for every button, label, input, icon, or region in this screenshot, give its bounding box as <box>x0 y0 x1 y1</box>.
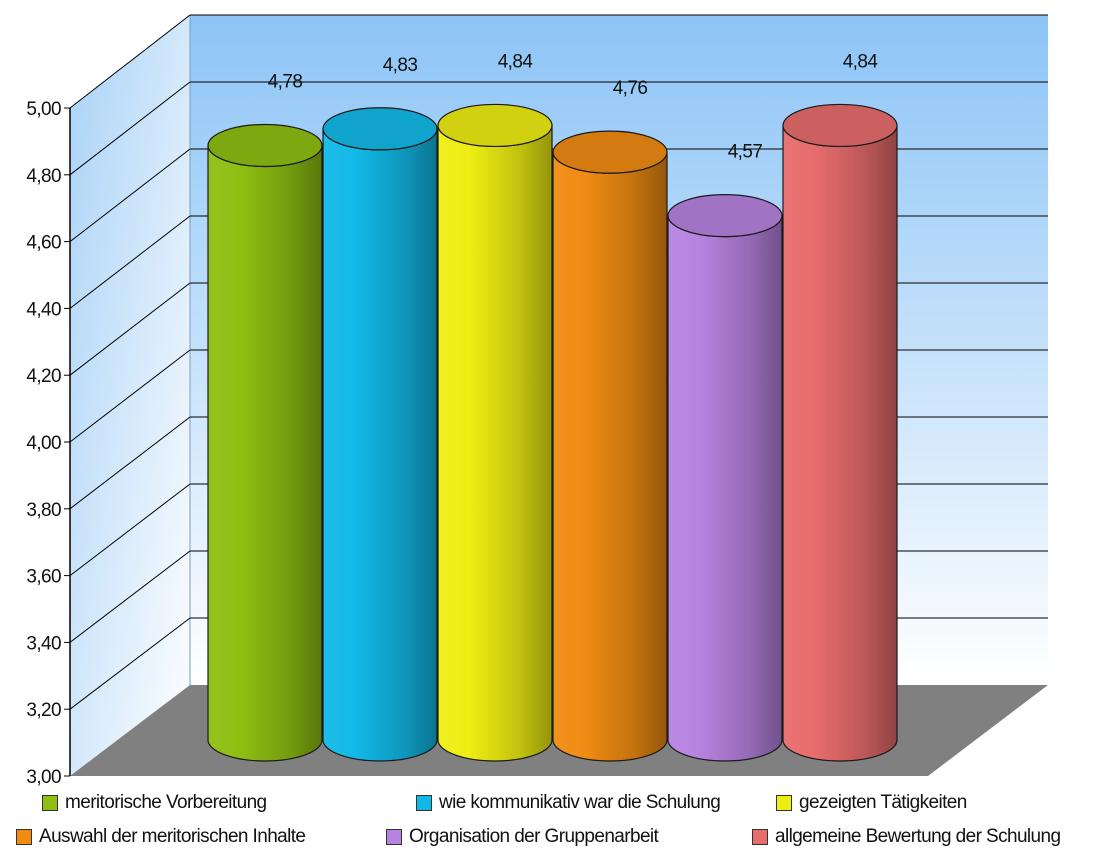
bar-top <box>437 103 553 148</box>
bar <box>782 103 898 762</box>
legend-swatch <box>776 795 792 811</box>
legend-swatch <box>42 795 58 811</box>
gridline-diagonal <box>69 215 191 309</box>
legend-item: allgemeine Bewertung der Schulung <box>752 826 1061 848</box>
legend-swatch <box>416 795 432 811</box>
data-label: 4,57 <box>728 142 763 163</box>
legend-item: Organisation der Gruppenarbeit <box>386 826 659 848</box>
y-tick-label: 3,80 <box>26 500 61 521</box>
y-tick-label: 4,20 <box>26 366 61 387</box>
bar-chart: 3,00 3,20 3,40 3,60 3,80 4,00 4,20 4,40 4,60 4,80… <box>26 14 1048 788</box>
bar <box>437 103 553 762</box>
y-tick-label: 3,60 <box>26 567 61 588</box>
gridline-diagonal <box>69 148 191 242</box>
legend-label: meritorische Vorbereitung <box>65 792 267 813</box>
gridline-diagonal <box>69 14 191 109</box>
y-tick-label: 3,20 <box>26 700 61 721</box>
legend-item: Auswahl der meritorischen Inhalte <box>16 826 306 848</box>
legend-label: allgemeine Bewertung der Schulung <box>775 826 1061 847</box>
legend-label: Organisation der Gruppenarbeit <box>409 826 659 847</box>
y-tick-label: 4,40 <box>26 299 61 320</box>
y-tick-label: 5,00 <box>26 99 61 120</box>
data-label: 4,84 <box>498 51 534 72</box>
bar <box>322 107 438 762</box>
legend-swatch <box>16 829 32 845</box>
bar-top <box>322 107 438 151</box>
legend: meritorische Vorbereitung wie kommunikati… <box>0 790 1111 858</box>
data-label: 4,84 <box>843 51 879 72</box>
bar-body <box>207 145 323 762</box>
bar-top <box>667 194 783 238</box>
bar <box>667 194 783 762</box>
gridline-diagonal <box>69 550 191 643</box>
data-label: 4,76 <box>613 78 648 99</box>
bar-top <box>207 123 323 168</box>
legend-item: wie kommunikativ war die Schulung <box>416 792 721 814</box>
bar <box>552 130 668 762</box>
bar-top <box>552 130 668 174</box>
gridline-diagonal <box>69 349 191 443</box>
data-label: 4,78 <box>268 71 303 92</box>
y-tick-label: 4,80 <box>26 166 61 187</box>
legend-swatch <box>386 829 402 845</box>
bar-body <box>782 125 898 762</box>
gridline-diagonal <box>69 282 191 376</box>
y-tick-label: 3,00 <box>26 767 61 788</box>
bar-body <box>552 152 668 762</box>
bar-body <box>437 125 553 762</box>
legend-label: wie kommunikativ war die Schulung <box>439 792 721 813</box>
y-tick-label: 4,00 <box>26 433 61 454</box>
gridline-diagonal <box>69 483 191 576</box>
bar-top <box>782 103 898 148</box>
legend-item: meritorische Vorbereitung <box>42 792 267 814</box>
y-tick-label: 3,40 <box>26 633 61 654</box>
bar-body <box>322 128 438 762</box>
legend-label: gezeigten Tätigkeiten <box>799 792 967 813</box>
y-tick-label: 4,60 <box>26 233 61 254</box>
bar-body <box>667 215 783 762</box>
gridline-diagonal <box>69 617 191 710</box>
legend-item: gezeigten Tätigkeiten <box>776 792 967 814</box>
gridline-diagonal <box>69 81 191 176</box>
gridline-diagonal <box>69 416 191 510</box>
legend-swatch <box>752 829 768 845</box>
bar <box>207 123 323 762</box>
legend-label: Auswahl der meritorischen Inhalte <box>39 826 306 847</box>
data-label: 4,83 <box>383 55 418 76</box>
